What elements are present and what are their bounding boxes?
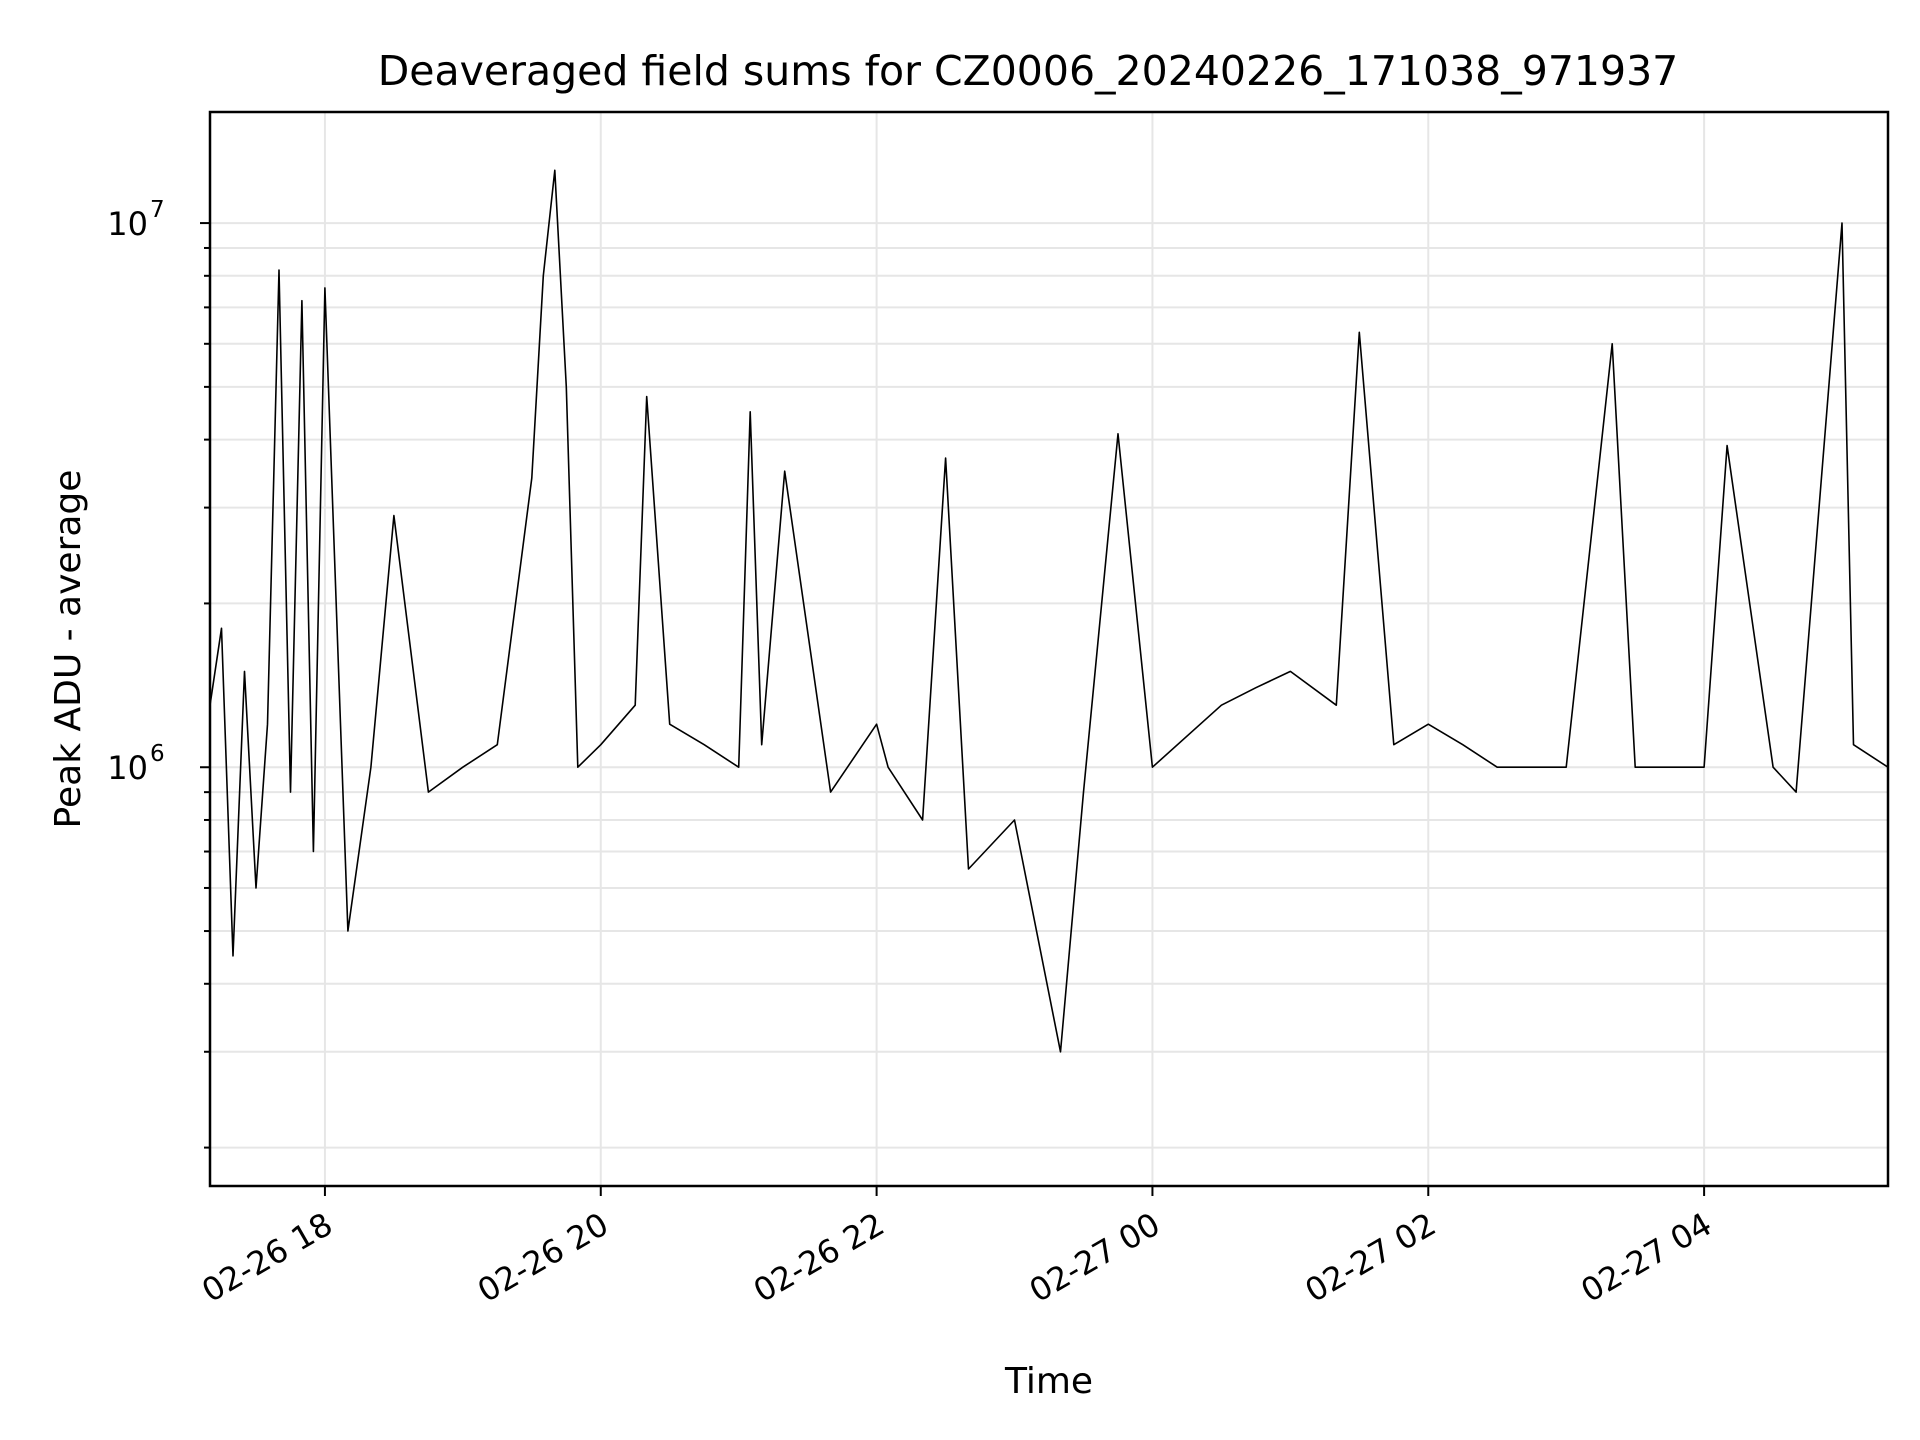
y-tick-exponent: 6 xyxy=(150,741,165,767)
chart-title: Deaveraged field sums for CZ0006_2024022… xyxy=(378,47,1679,95)
x-tick-label: 02-27 00 xyxy=(1023,1205,1167,1310)
x-axis: 02-26 18 02-26 20 02-26 22 02-27 00 02-27 02… xyxy=(195,1186,1718,1310)
series-line-0 xyxy=(209,169,1889,1053)
x-tick-label: 02-27 02 xyxy=(1299,1205,1443,1310)
grid xyxy=(210,112,1888,1186)
x-axis-label: Time xyxy=(1004,1361,1093,1402)
y-tick-label: 10 xyxy=(107,205,148,243)
x-tick-label: 02-26 20 xyxy=(471,1205,615,1310)
y-tick-label: 10 xyxy=(107,749,148,787)
y-tick-exponent: 7 xyxy=(150,197,165,223)
plot-frame xyxy=(208,110,1890,1188)
x-tick-label: 02-26 22 xyxy=(747,1205,891,1310)
series xyxy=(209,169,1889,1053)
x-tick-label: 02-26 18 xyxy=(195,1205,339,1310)
y-axis-label: Peak ADU - average xyxy=(48,470,89,829)
x-tick-label: 02-27 04 xyxy=(1575,1205,1719,1310)
